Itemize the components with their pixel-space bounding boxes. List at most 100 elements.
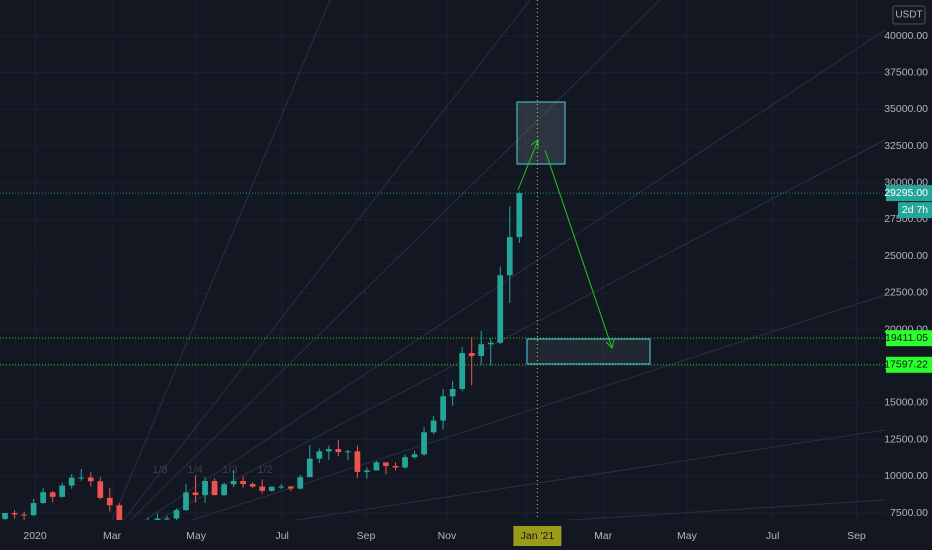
candle-body (459, 353, 466, 389)
currency-box (892, 5, 926, 25)
x-tick-label: Mar (103, 530, 122, 542)
arrow (517, 139, 539, 191)
candle-body (240, 481, 246, 485)
axes: 7500.0010000.0012500.0015000.0017500.002… (23, 30, 932, 546)
candle-body (97, 481, 104, 498)
candle-body (11, 512, 18, 515)
candle-body (497, 275, 504, 343)
x-tick-label: May (186, 530, 207, 542)
y-tick-label: 40000.00 (884, 30, 928, 42)
candle-body (59, 485, 66, 497)
candle-body (516, 193, 523, 238)
drawings (516, 101, 651, 365)
candle-body (421, 432, 427, 455)
candle-body (449, 388, 456, 397)
candle-body (402, 457, 408, 468)
price-tag-label: 19411.05 (885, 332, 928, 344)
candle-body (68, 477, 75, 486)
candle-body (278, 486, 285, 488)
fan-label: 1/3 (222, 464, 237, 476)
candle-body (183, 492, 189, 511)
time-axis (0, 520, 885, 550)
target-box (516, 101, 566, 165)
candle-body (221, 484, 227, 496)
candle-body (306, 458, 313, 478)
candle-body (268, 486, 275, 491)
fan-line (99, 0, 531, 550)
price-axis (885, 0, 932, 550)
candle-body (192, 492, 199, 496)
y-tick-label: 25000.00 (884, 250, 928, 262)
fan-line (99, 0, 331, 550)
price-tag-label: 29295.00 (884, 187, 928, 199)
x-tick-label: Mar (594, 530, 613, 542)
candle-body (259, 486, 266, 491)
candle-body (230, 481, 237, 485)
candle-body (2, 512, 8, 519)
crosshair-tag (513, 526, 562, 546)
candle-body (373, 462, 380, 471)
x-tick-label: Sep (357, 530, 376, 542)
candle-body (297, 477, 304, 489)
candle-body (325, 449, 332, 452)
x-tick-label: Jul (275, 530, 288, 542)
candle-body (335, 449, 342, 453)
candle-body (364, 470, 370, 472)
y-tick-label: 32500.00 (884, 140, 928, 152)
countdown-tag (898, 202, 932, 219)
candle-body (87, 477, 94, 482)
currency: USDT (895, 10, 922, 21)
candle-body (78, 477, 85, 479)
candle-body (411, 454, 418, 458)
candle-body (211, 481, 218, 496)
price-tag-label: 17597.22 (884, 359, 928, 371)
y-tick-label: 10000.00 (884, 470, 928, 482)
grid (0, 0, 885, 520)
fan-label: 1/8 (152, 464, 167, 476)
arrow-head (530, 139, 539, 148)
support-box (526, 338, 651, 365)
arrow (544, 149, 613, 349)
price-lines (0, 192, 885, 366)
candle-body (202, 481, 208, 496)
x-tick-label: Sep (847, 530, 866, 542)
candle-body (440, 396, 446, 421)
y-tick-label: 15000.00 (884, 397, 928, 409)
candle-body (40, 492, 46, 504)
candle-body (392, 466, 399, 468)
candle-body (173, 510, 180, 519)
price-tag (886, 330, 932, 347)
price-tag (886, 356, 932, 373)
candle-body (49, 492, 56, 497)
x-tick-label: 2020 (23, 530, 47, 542)
fan-line (99, 0, 661, 550)
fan-label: 1/4 (187, 464, 202, 476)
candle-body (316, 451, 323, 459)
candle-body (287, 486, 294, 489)
price-tag (886, 185, 932, 202)
y-tick-label: 35000.00 (884, 103, 928, 115)
candle-body (468, 353, 475, 356)
fan-line (99, 29, 886, 550)
countdown: 2d 7h (902, 204, 928, 216)
y-tick-label: 12500.00 (884, 433, 928, 445)
x-tick-label: May (677, 530, 698, 542)
candle-body (478, 344, 485, 356)
candle-body (354, 451, 361, 472)
candle-body (30, 503, 37, 516)
candle-body (506, 237, 513, 276)
candle-body (383, 462, 389, 467)
candle-body (106, 497, 113, 506)
x-tick-label: Jul (766, 530, 779, 542)
crosshair-label: Jan '21 (521, 530, 555, 542)
candle-body (487, 342, 494, 345)
y-tick-label: 7500.00 (890, 507, 928, 519)
fan-label: 1/2 (257, 464, 272, 476)
fan-line (99, 294, 886, 550)
candle-body (249, 484, 256, 487)
y-tick-label: 22500.00 (884, 287, 928, 299)
arrow-head (605, 339, 615, 349)
